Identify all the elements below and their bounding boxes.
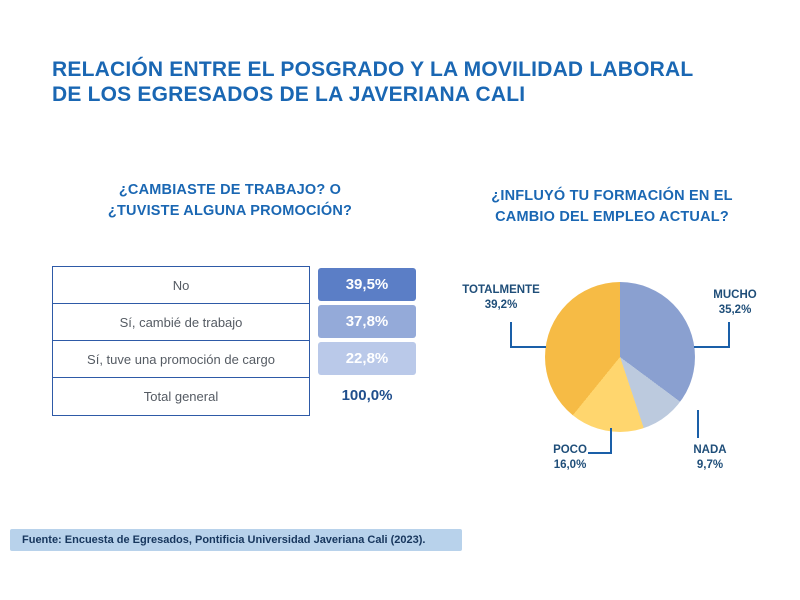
value-badge: 39,5% [318, 268, 416, 301]
table-row: Sí, tuve una promoción de cargo [53, 341, 309, 378]
value-badge: 37,8% [318, 305, 416, 338]
pie-chart [545, 282, 695, 432]
source-text: Fuente: Encuesta de Egresados, Pontifici… [22, 534, 426, 546]
pie-label-name: TOTALMENTE [462, 284, 540, 296]
table-row: Sí, cambié de trabajo [53, 304, 309, 341]
table-cell: Total general [143, 389, 219, 404]
pie-label-totalmente: TOTALMENTE 39,2% [455, 283, 547, 313]
value-badges-column: 39,5% 37,8% 22,8% 100,0% [318, 266, 416, 414]
pie-label-value: 35,2% [718, 304, 752, 316]
callout-line-totalmente [510, 322, 546, 348]
page-title-line2: DE LOS EGRESADOS DE LA JAVERIANA CALI [52, 83, 526, 106]
pie-label-name: NADA [693, 444, 727, 456]
pie-label-name: POCO [553, 444, 587, 456]
pie-label-poco: POCO 16,0% [538, 443, 602, 473]
question-right: ¿INFLUYÓ TU FORMACIÓN EN EL CAMBIO DEL E… [487, 186, 737, 228]
pie-label-mucho: MUCHO 35,2% [700, 288, 770, 318]
question-right-line2: CAMBIO DEL EMPLEO ACTUAL? [495, 209, 729, 225]
question-left-line1: ¿CAMBIASTE DE TRABAJO? O [118, 182, 342, 198]
callout-line-poco [588, 428, 612, 454]
pie-label-value: 9,7% [696, 459, 724, 471]
source-footer: Fuente: Encuesta de Egresados, Pontifici… [10, 529, 462, 551]
table-cell: No [172, 277, 190, 293]
table-cell: Sí, cambié de trabajo [119, 314, 243, 330]
table-cell: Sí, tuve una promoción de cargo [87, 351, 275, 367]
total-value: 100,0% [341, 387, 393, 404]
question-left: ¿CAMBIASTE DE TRABAJO? O ¿TUVISTE ALGUNA… [100, 180, 360, 222]
callout-line-mucho [694, 322, 730, 348]
question-left-line2: ¿TUVISTE ALGUNA PROMOCIÓN? [107, 203, 353, 219]
callout-line-nada [697, 410, 699, 438]
value-badge: 22,8% [318, 342, 416, 375]
table-row: Total general [53, 378, 309, 415]
job-change-table: No Sí, cambié de trabajo Sí, tuve una pr… [52, 266, 310, 416]
pie-label-value: 39,2% [484, 299, 518, 311]
pie-label-nada: NADA 9,7% [678, 443, 742, 473]
pie-label-name: MUCHO [713, 289, 757, 301]
pie-label-value: 16,0% [553, 459, 587, 471]
question-right-line1: ¿INFLUYÓ TU FORMACIÓN EN EL [491, 188, 733, 204]
page-title: RELACIÓN ENTRE EL POSGRADO Y LA MOVILIDA… [52, 57, 693, 107]
page-title-line1: RELACIÓN ENTRE EL POSGRADO Y LA MOVILIDA… [52, 58, 694, 81]
table-row: No [53, 267, 309, 304]
